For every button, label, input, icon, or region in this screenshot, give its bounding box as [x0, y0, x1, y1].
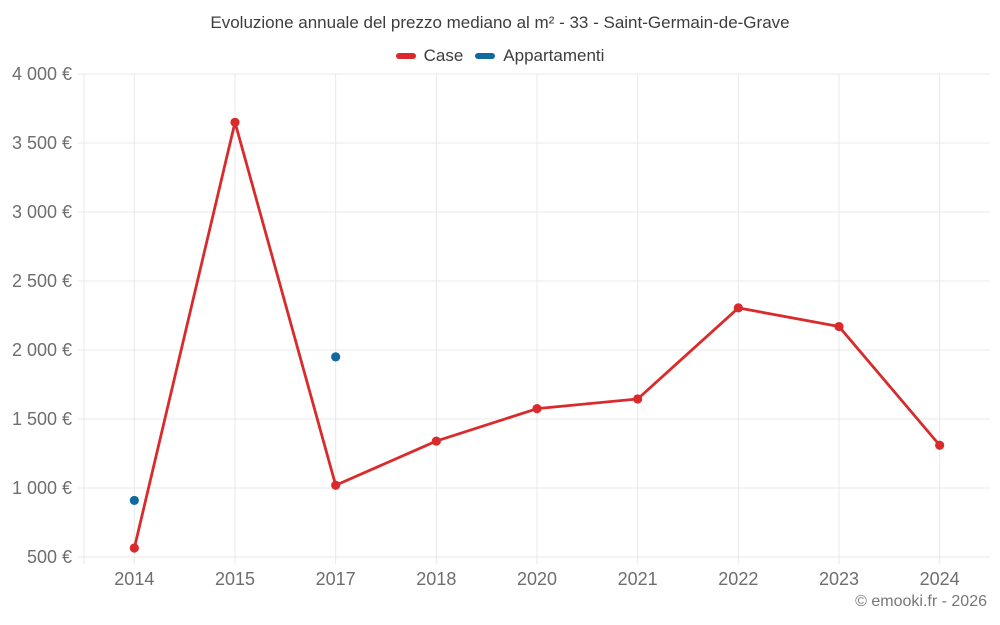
x-axis-label: 2023 — [819, 569, 859, 589]
legend-item-case[interactable]: Case — [395, 46, 464, 66]
y-axis-label: 4 000 € — [12, 64, 72, 84]
case-point[interactable] — [935, 440, 945, 450]
y-axis-label: 1 000 € — [12, 478, 72, 498]
x-axis-label: 2017 — [316, 569, 356, 589]
case-point[interactable] — [331, 480, 341, 490]
chart-title: Evoluzione annuale del prezzo mediano al… — [210, 13, 790, 32]
x-axis-label: 2022 — [718, 569, 758, 589]
case-point[interactable] — [431, 436, 441, 446]
case-point[interactable] — [532, 404, 542, 414]
y-axis-label: 1 500 € — [12, 409, 72, 429]
x-axis-label: 2018 — [416, 569, 456, 589]
x-axis-label: 2024 — [920, 569, 960, 589]
case-point[interactable] — [733, 303, 743, 313]
legend-label-case: Case — [423, 46, 464, 65]
x-axis-label: 2014 — [114, 569, 154, 589]
x-axis-label: 2021 — [618, 569, 658, 589]
y-axis-label: 2 000 € — [12, 340, 72, 360]
x-axis-label: 2020 — [517, 569, 557, 589]
case-point[interactable] — [129, 543, 139, 553]
copyright-credit: © emooki.fr - 2026 — [855, 593, 987, 610]
x-axis-label: 2015 — [215, 569, 255, 589]
case-point[interactable] — [230, 117, 240, 127]
y-axis-label: 500 € — [27, 547, 72, 567]
appartamenti-point[interactable] — [129, 495, 139, 506]
y-axis-label: 3 500 € — [12, 133, 72, 153]
appartamenti-point[interactable] — [331, 352, 341, 362]
y-axis-label: 2 500 € — [12, 271, 72, 291]
chart-legend: Case Appartamenti — [0, 46, 1000, 66]
case-point[interactable] — [834, 321, 844, 332]
y-axis-label: 3 000 € — [12, 202, 72, 222]
case-series-swatch-icon — [395, 53, 416, 59]
appartamenti-series-swatch-icon — [475, 53, 496, 59]
legend-label-appartamenti: Appartamenti — [503, 46, 605, 65]
legend-item-appartamenti[interactable]: Appartamenti — [475, 46, 604, 66]
case-point[interactable] — [633, 394, 643, 404]
